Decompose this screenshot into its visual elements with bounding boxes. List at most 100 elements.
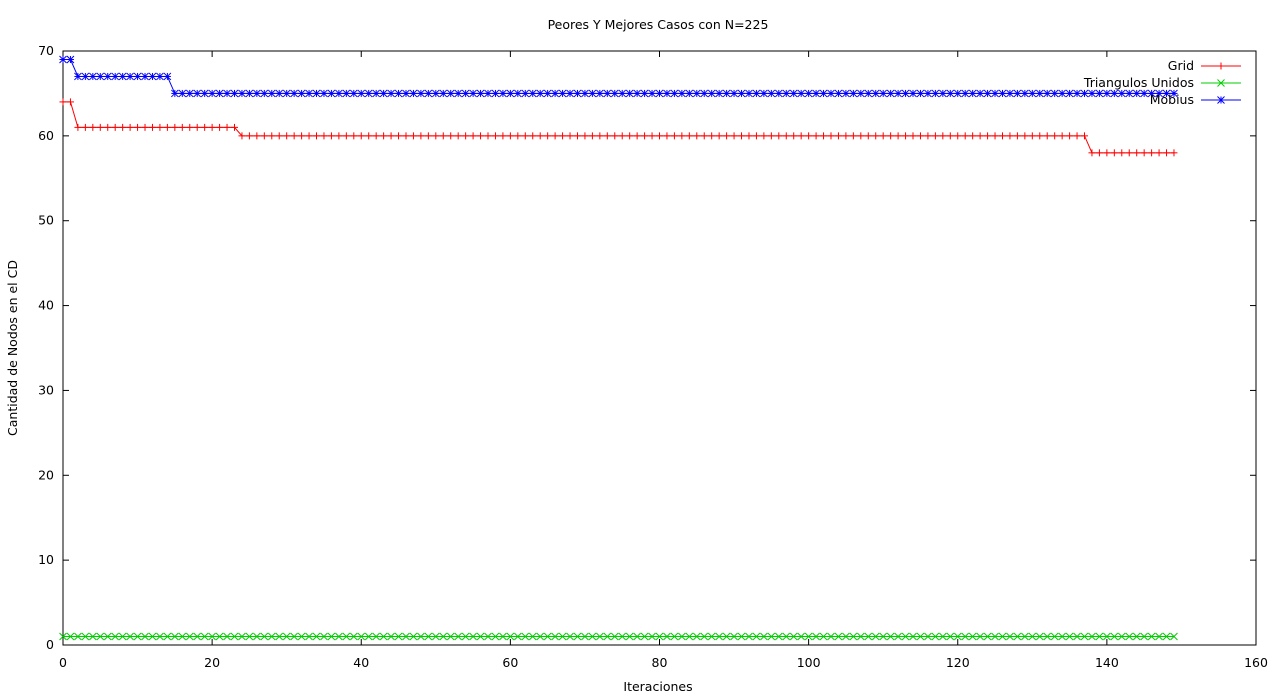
x-tick-label: 0: [59, 655, 67, 670]
data-point: [961, 632, 970, 641]
data-point: [804, 632, 813, 641]
data-point: [946, 632, 955, 641]
data-point: [678, 132, 686, 140]
data-point: [118, 632, 127, 641]
data-point: [454, 132, 462, 140]
data-point: [103, 632, 112, 641]
data-point: [1125, 632, 1134, 641]
data-point: [1147, 632, 1156, 641]
data-point: [349, 89, 358, 98]
y-tick-label: 40: [38, 298, 54, 313]
data-point: [1155, 149, 1163, 157]
data-point: [170, 632, 179, 641]
x-tick-label: 60: [502, 655, 518, 670]
data-point: [141, 123, 149, 131]
data-point: [738, 132, 746, 140]
data-point: [1170, 632, 1178, 641]
data-point: [774, 89, 783, 98]
data-point: [365, 132, 373, 140]
data-point: [111, 632, 120, 641]
data-point: [1043, 132, 1051, 140]
data-point: [163, 632, 172, 641]
data-point: [871, 89, 880, 98]
data-point: [648, 132, 656, 140]
data-point: [1088, 89, 1096, 98]
data-point: [931, 132, 939, 140]
data-point: [96, 632, 105, 641]
data-point: [1088, 149, 1096, 157]
x-tick-label: 140: [1095, 655, 1119, 670]
data-point: [670, 89, 679, 98]
data-point: [432, 132, 440, 140]
data-point: [953, 632, 962, 641]
series-grid: [59, 98, 1178, 157]
data-point: [842, 632, 850, 641]
data-point: [573, 89, 582, 98]
data-point: [827, 632, 835, 641]
data-point: [656, 132, 663, 140]
data-point: [879, 132, 887, 140]
data-point: [1028, 89, 1037, 98]
data-point: [924, 632, 932, 641]
data-point: [111, 72, 120, 81]
data-point: [573, 132, 581, 140]
data-point: [834, 632, 843, 641]
data-point: [1006, 89, 1014, 98]
data-point: [633, 132, 641, 140]
data-point: [1073, 632, 1081, 641]
data-point: [1073, 89, 1081, 98]
data-point: [394, 89, 403, 98]
data-point: [984, 132, 992, 140]
data-point: [872, 132, 880, 140]
data-point: [551, 632, 559, 641]
data-point: [797, 89, 806, 98]
data-point: [551, 132, 559, 140]
data-point: [141, 632, 149, 641]
data-point: [723, 132, 731, 140]
data-point: [454, 632, 463, 641]
x-tick-label: 40: [353, 655, 369, 670]
data-point: [1170, 89, 1178, 98]
data-point: [290, 132, 298, 140]
data-point: [402, 132, 410, 140]
data-point: [1081, 132, 1089, 140]
y-tick-label: 10: [38, 552, 54, 567]
data-point: [1065, 632, 1074, 641]
legend-marker: [1217, 96, 1225, 104]
data-point: [969, 132, 977, 140]
data-point: [305, 132, 313, 140]
data-point: [402, 89, 410, 98]
data-point: [260, 132, 268, 140]
data-point: [81, 632, 90, 641]
data-point: [953, 89, 962, 98]
data-point: [722, 89, 731, 98]
data-point: [171, 123, 179, 131]
data-point: [230, 123, 238, 131]
data-point: [849, 632, 858, 641]
data-point: [998, 89, 1007, 98]
data-point: [215, 89, 224, 98]
data-point: [678, 632, 686, 641]
data-point: [66, 632, 75, 641]
data-point: [305, 632, 313, 641]
data-point: [282, 89, 291, 98]
data-point: [887, 132, 895, 140]
data-point: [499, 89, 507, 98]
data-point: [267, 632, 276, 641]
data-point: [1088, 632, 1096, 641]
data-point: [156, 632, 164, 641]
data-point: [1162, 632, 1171, 641]
data-point: [223, 123, 231, 131]
data-point: [253, 632, 261, 641]
data-point: [618, 632, 627, 641]
data-point: [745, 132, 753, 140]
data-point: [544, 132, 552, 140]
data-point: [387, 632, 395, 641]
data-point: [864, 132, 872, 140]
data-point: [663, 89, 671, 98]
data-point: [163, 123, 171, 131]
data-point: [1110, 632, 1119, 641]
data-point: [193, 632, 202, 641]
data-point: [737, 632, 746, 641]
